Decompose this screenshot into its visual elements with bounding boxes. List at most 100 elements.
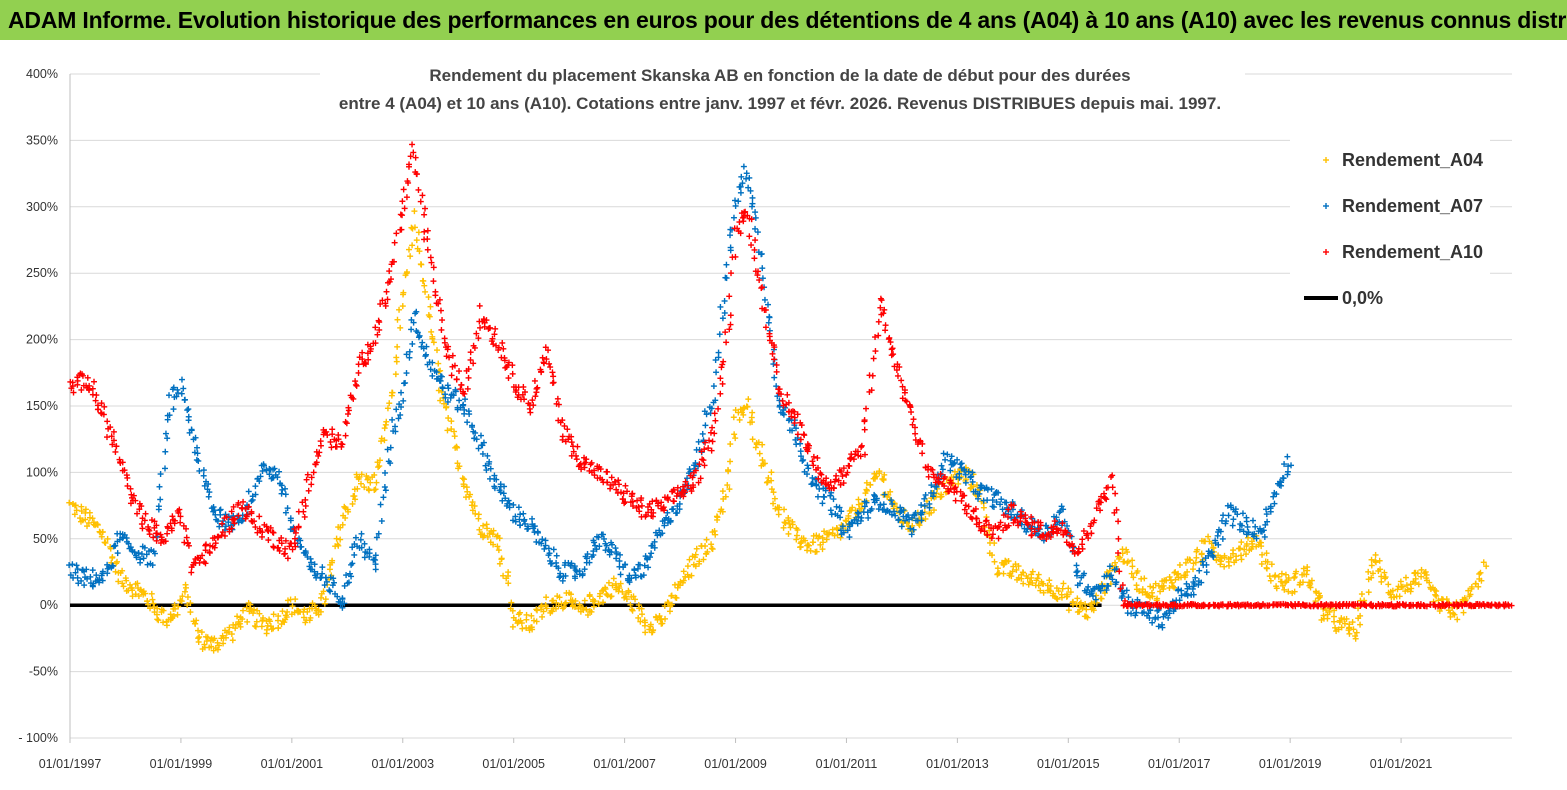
data-point-rendement_a07 [617, 551, 624, 558]
data-point-rendement_a10 [127, 485, 134, 492]
data-point-rendement_a07 [721, 309, 728, 316]
data-point-rendement_a04 [307, 614, 314, 621]
data-point-rendement_a10 [561, 422, 568, 429]
data-point-rendement_a04 [704, 548, 711, 555]
data-point-rendement_a10 [794, 431, 801, 438]
data-point-rendement_a04 [708, 541, 715, 548]
data-point-rendement_a10 [202, 541, 209, 548]
data-point-rendement_a10 [150, 534, 157, 541]
data-point-rendement_a04 [586, 591, 593, 598]
data-point-rendement_a04 [581, 597, 588, 604]
data-point-rendement_a04 [320, 588, 327, 595]
data-point-rendement_a04 [600, 599, 607, 606]
data-point-rendement_a04 [1112, 559, 1119, 566]
data-point-rendement_a04 [641, 617, 648, 624]
data-point-rendement_a10 [701, 462, 708, 469]
data-point-rendement_a10 [301, 513, 308, 520]
data-point-rendement_a10 [477, 324, 484, 331]
data-point-rendement_a04 [756, 450, 763, 457]
data-point-rendement_a04 [726, 486, 733, 493]
data-point-rendement_a04 [222, 634, 229, 641]
data-point-rendement_a04 [237, 623, 244, 630]
data-point-rendement_a04 [781, 519, 788, 526]
data-point-rendement_a07 [1225, 512, 1232, 519]
data-point-rendement_a10 [453, 376, 460, 383]
data-point-rendement_a04 [228, 631, 235, 638]
data-point-rendement_a10 [1079, 536, 1086, 543]
data-point-rendement_a07 [378, 518, 385, 525]
data-point-rendement_a04 [590, 603, 597, 610]
data-point-rendement_a04 [1330, 613, 1337, 620]
data-point-rendement_a04 [637, 618, 644, 625]
data-point-rendement_a07 [326, 587, 333, 594]
data-point-rendement_a10 [188, 569, 195, 576]
data-point-rendement_a10 [1074, 549, 1081, 556]
data-point-rendement_a04 [352, 496, 359, 503]
x-tick-label: 01/01/2019 [1259, 757, 1322, 771]
data-point-rendement_a04 [193, 617, 200, 624]
data-point-rendement_a04 [617, 580, 624, 587]
data-point-rendement_a04 [371, 487, 378, 494]
data-point-rendement_a07 [716, 331, 723, 338]
data-point-rendement_a10 [962, 502, 969, 509]
data-point-rendement_a07 [556, 574, 563, 581]
data-point-rendement_a10 [1100, 490, 1107, 497]
data-point-rendement_a04 [1046, 577, 1053, 584]
data-point-rendement_a07 [717, 303, 724, 310]
data-point-rendement_a10 [439, 317, 446, 324]
data-point-rendement_a07 [409, 340, 416, 347]
data-point-rendement_a04 [270, 611, 277, 618]
data-point-rendement_a04 [1190, 566, 1197, 573]
x-tick-label: 01/01/2017 [1148, 757, 1211, 771]
data-point-rendement_a04 [204, 634, 211, 641]
data-point-rendement_a10 [521, 396, 528, 403]
data-point-rendement_a04 [1065, 607, 1072, 614]
data-point-rendement_a10 [329, 426, 336, 433]
data-point-rendement_a04 [119, 580, 126, 587]
data-point-rendement_a10 [995, 535, 1002, 542]
data-point-rendement_a10 [784, 391, 791, 398]
data-point-rendement_a04 [466, 493, 473, 500]
data-point-rendement_a07 [534, 528, 541, 535]
data-point-rendement_a04 [727, 441, 734, 448]
data-point-rendement_a04 [195, 635, 202, 642]
data-point-rendement_a07 [752, 214, 759, 221]
data-point-rendement_a10 [441, 339, 448, 346]
data-point-rendement_a10 [550, 373, 557, 380]
data-point-rendement_a10 [417, 198, 424, 205]
data-point-rendement_a04 [361, 484, 368, 491]
data-point-rendement_a04 [135, 593, 142, 600]
data-point-rendement_a04 [407, 253, 414, 260]
data-point-rendement_a04 [354, 485, 361, 492]
data-point-rendement_a04 [1378, 578, 1385, 585]
data-point-rendement_a10 [564, 426, 571, 433]
data-point-rendement_a07 [715, 349, 722, 356]
data-point-rendement_a04 [625, 589, 632, 596]
data-point-rendement_a04 [1477, 569, 1484, 576]
data-point-rendement_a04 [516, 609, 523, 616]
data-point-rendement_a07 [922, 491, 929, 498]
data-point-rendement_a10 [882, 322, 889, 329]
data-point-rendement_a07 [553, 552, 560, 559]
data-point-rendement_a10 [476, 302, 483, 309]
data-point-rendement_a04 [66, 499, 73, 506]
data-point-rendement_a10 [707, 429, 714, 436]
data-point-rendement_a07 [456, 397, 463, 404]
data-point-rendement_a04 [430, 339, 437, 346]
data-point-rendement_a07 [1244, 523, 1251, 530]
data-point-rendement_a04 [576, 601, 583, 608]
data-point-rendement_a10 [539, 354, 546, 361]
data-point-rendement_a04 [745, 396, 752, 403]
data-point-rendement_a04 [1385, 581, 1392, 588]
data-point-rendement_a04 [349, 500, 356, 507]
data-point-rendement_a07 [89, 567, 96, 574]
data-point-rendement_a04 [703, 536, 710, 543]
data-point-rendement_a10 [638, 502, 645, 509]
data-point-rendement_a07 [710, 383, 717, 390]
data-point-rendement_a07 [515, 504, 522, 511]
data-point-rendement_a10 [858, 442, 865, 449]
data-point-rendement_a04 [549, 597, 556, 604]
data-point-rendement_a04 [494, 543, 501, 550]
data-point-rendement_a04 [1074, 595, 1081, 602]
data-point-rendement_a04 [740, 405, 747, 412]
